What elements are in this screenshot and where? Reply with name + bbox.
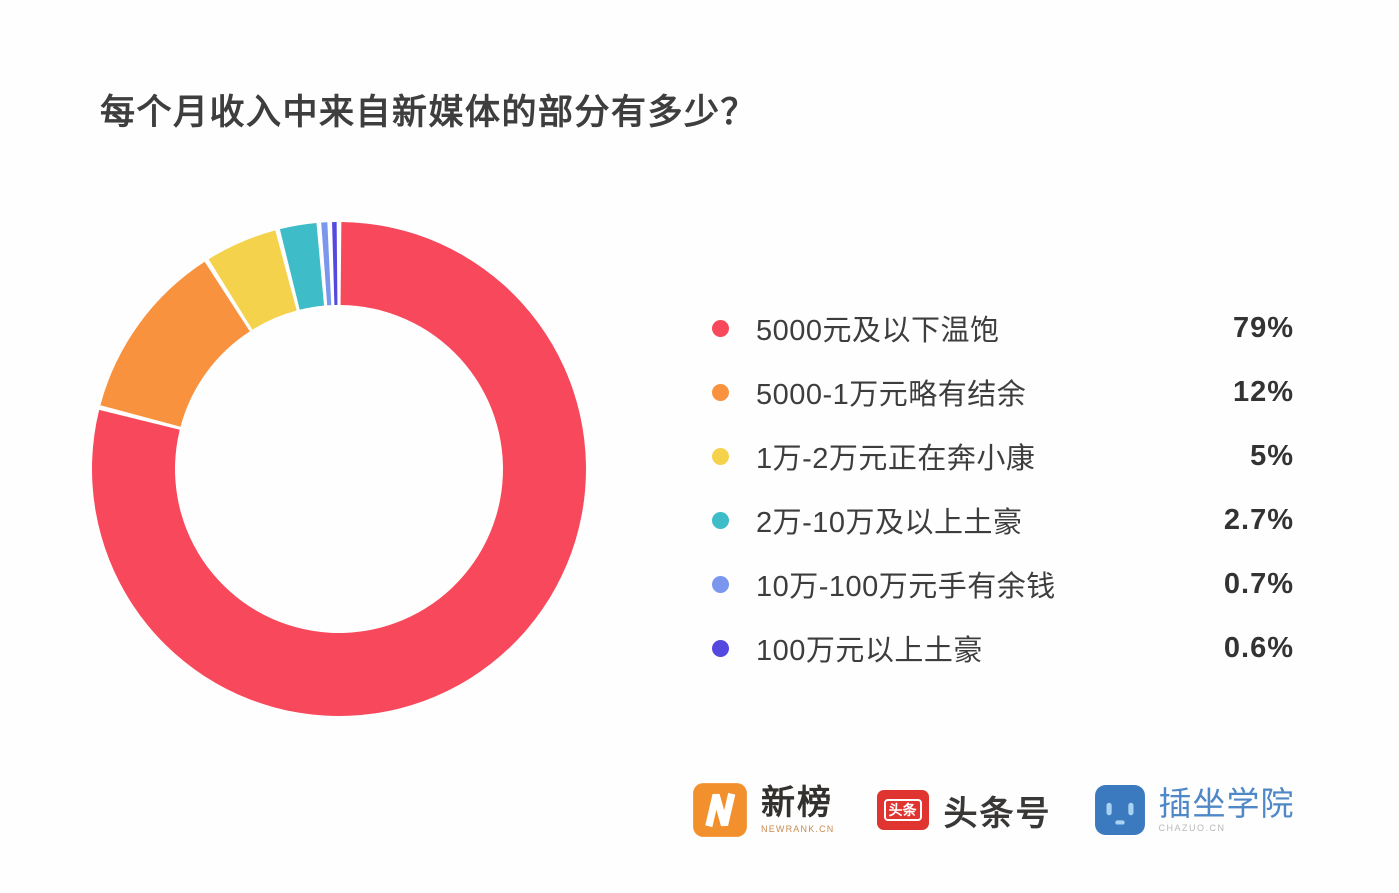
legend-item: 2万-10万及以上土豪 2.7% [712, 488, 1294, 552]
donut-slice-3 [279, 223, 325, 310]
chazuo-robot-icon [1094, 784, 1146, 836]
legend-value: 79% [1232, 311, 1294, 344]
legend-item: 1万-2万元正在奔小康 5% [712, 424, 1294, 488]
legend-label: 2万-10万及以上土豪 [756, 507, 1023, 539]
legend-item: 5000元及以下温饱 79% [712, 296, 1294, 360]
logo-newrank: 新榜 NEWRANK.CN [692, 782, 835, 838]
legend-value: 0.6% [1223, 631, 1294, 664]
legend-value: 5% [1250, 439, 1294, 472]
legend-label: 1万-2万元正在奔小康 [756, 443, 1036, 475]
legend-color-dot [712, 447, 729, 465]
legend-color-dot [712, 511, 729, 529]
chazuo-domain: CHAZUO.CN [1158, 823, 1226, 834]
legend-color-dot [712, 319, 729, 337]
newrank-wordmark: 新榜 [761, 784, 833, 823]
donut-slice-0 [91, 222, 586, 716]
donut-slice-1 [100, 261, 250, 427]
logo-chazuo: 插坐学院 CHAZUO.CN [1094, 784, 1295, 836]
legend-label: 5000-1万元略有结余 [756, 379, 1027, 411]
legend-item: 5000-1万元略有结余 12% [712, 360, 1294, 424]
chart-title: 每个月收入中来自新媒体的部分有多少？ [100, 93, 758, 132]
donut-slice-4 [321, 222, 332, 306]
logo-toutiao: 头条 头条号 [876, 786, 1052, 835]
legend: 5000元及以下温饱 79% 5000-1万元略有结余 12% 1万-2万元正在奔小康 5… [712, 296, 1294, 680]
donut-chart [91, 222, 586, 716]
logo-bar: 新榜 NEWRANK.CN 头条 头条号 插坐学院 CHAZUO.CN [692, 772, 1295, 848]
legend-label: 5000元及以下温饱 [756, 315, 1000, 347]
legend-label: 10万-100万元手有余钱 [756, 571, 1056, 603]
toutiao-badge-text: 头条 [883, 799, 922, 821]
legend-item: 100万元以上土豪 0.6% [712, 616, 1294, 680]
donut-slice-2 [208, 230, 297, 330]
toutiao-badge-icon: 头条 [876, 790, 929, 830]
legend-item: 10万-100万元手有余钱 0.7% [712, 552, 1294, 616]
legend-color-dot [712, 639, 729, 657]
legend-color-dot [712, 383, 729, 401]
legend-label: 100万元以上土豪 [756, 635, 983, 667]
legend-color-dot [712, 575, 729, 593]
legend-value: 2.7% [1223, 503, 1294, 536]
legend-value: 12% [1232, 375, 1294, 408]
newrank-lightning-icon [692, 782, 748, 838]
donut-slice-5 [332, 222, 338, 306]
newrank-domain: NEWRANK.CN [761, 823, 835, 834]
chazuo-wordmark: 插坐学院 [1158, 784, 1295, 822]
legend-value: 0.7% [1223, 567, 1294, 600]
toutiao-wordmark: 头条号 [943, 794, 1052, 833]
